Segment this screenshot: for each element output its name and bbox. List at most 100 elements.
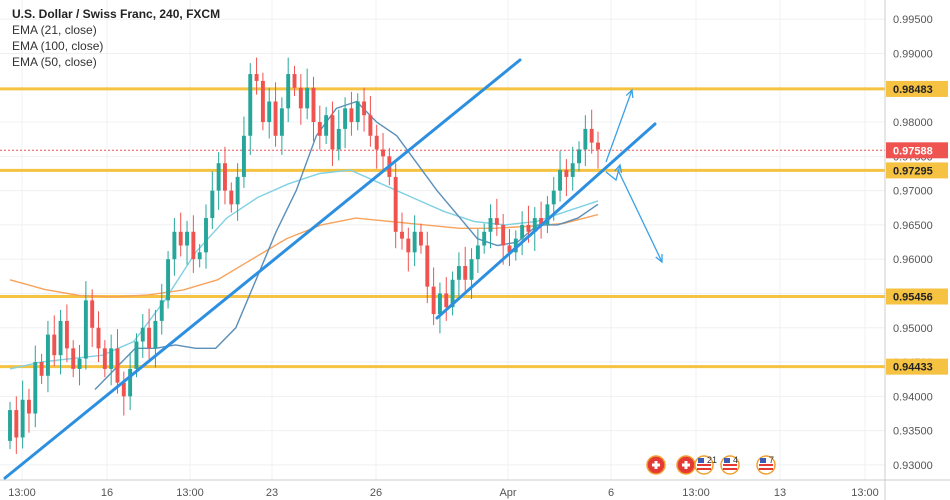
candle-body xyxy=(64,320,69,349)
time-axis[interactable]: 13:00 16 13:00 23 26 Apr 6 13:00 13 13:00 xyxy=(0,479,950,499)
candle-body xyxy=(109,348,114,369)
candle-body xyxy=(39,362,44,376)
candle-body xyxy=(14,410,19,438)
candle-body xyxy=(368,115,373,136)
chart-legend: U.S. Dollar / Swiss Franc, 240, FXCM EMA… xyxy=(12,6,220,70)
level-tag xyxy=(886,162,948,179)
candle-body xyxy=(90,300,95,328)
candle-body xyxy=(197,252,202,260)
us-flag-icon[interactable]: 21 xyxy=(694,455,717,475)
candle-body xyxy=(583,128,588,150)
candle-body xyxy=(400,231,404,239)
candle-body xyxy=(539,218,544,225)
candle-body xyxy=(260,80,265,123)
candle-body xyxy=(412,231,417,253)
candle-body xyxy=(8,410,12,441)
candle-body xyxy=(349,108,354,123)
price-tick-label: 0.94000 xyxy=(893,391,933,403)
level-tag-label: 0.97295 xyxy=(893,165,933,177)
horizontal-levels[interactable] xyxy=(0,87,885,369)
candle-body xyxy=(20,399,25,438)
swiss-flag-icon[interactable] xyxy=(646,455,666,475)
candle-body xyxy=(494,218,499,225)
candle-body xyxy=(305,87,310,109)
grid xyxy=(0,0,885,480)
flag-stripe xyxy=(759,468,773,470)
candle-body xyxy=(570,163,575,177)
time-tick-label: 13:00 xyxy=(8,487,36,499)
time-tick-label: 26 xyxy=(370,487,382,499)
candle-body xyxy=(134,341,139,369)
price-tick-label: 0.99500 xyxy=(893,14,933,26)
event-markers[interactable]: 21 4 7 xyxy=(646,455,776,475)
flag-stripe xyxy=(697,464,711,466)
flag-canton xyxy=(698,458,704,463)
flag-cross-v xyxy=(654,461,658,469)
chart-title: U.S. Dollar / Swiss Franc, 240, FXCM xyxy=(12,7,221,21)
candle-body xyxy=(292,74,297,88)
candle-body xyxy=(241,135,246,177)
candle-body xyxy=(330,115,335,150)
candle-body xyxy=(532,218,537,232)
legend-ema21: EMA (21, close) xyxy=(12,23,97,37)
candle-body xyxy=(27,399,31,414)
level-tag xyxy=(886,358,948,375)
price-axis[interactable]: 0.995000.990000.980000.975000.970000.965… xyxy=(884,0,948,500)
ema50-line xyxy=(9,213,599,298)
candle-body xyxy=(178,231,183,246)
flag-stripe xyxy=(759,464,773,466)
price-tick-label: 0.98000 xyxy=(893,117,933,129)
level-tag-label: 0.94433 xyxy=(893,362,933,374)
candle-body xyxy=(450,279,455,308)
legend-ema100: EMA (100, close) xyxy=(12,39,104,53)
candle-body xyxy=(172,231,177,260)
candle-body xyxy=(488,218,493,232)
price-tick-label: 0.93500 xyxy=(893,426,933,438)
flag-stripe xyxy=(723,464,737,466)
flag-canton xyxy=(724,458,730,463)
candle-body xyxy=(273,101,278,136)
time-tick-label: Apr xyxy=(499,487,516,499)
candle-body xyxy=(381,149,385,157)
candle-body xyxy=(482,231,487,246)
candle-body xyxy=(77,358,82,369)
trendlines[interactable] xyxy=(3,58,657,480)
candle-body xyxy=(223,163,227,191)
trendline-major xyxy=(3,58,522,480)
flag-canton xyxy=(760,458,766,463)
us-flag-icon[interactable]: 4 xyxy=(720,455,740,475)
swiss-flag-icon[interactable] xyxy=(676,455,696,475)
candle-body xyxy=(216,163,221,191)
candle-body xyxy=(577,149,581,164)
candle-body xyxy=(425,245,430,287)
candle-body xyxy=(71,348,76,369)
candle-body xyxy=(336,128,341,150)
time-tick-label: 13:00 xyxy=(851,487,879,499)
candle-body xyxy=(589,128,594,143)
candle-body xyxy=(140,327,145,342)
current-price-label: 0.97588 xyxy=(893,145,933,157)
candle-body xyxy=(456,266,461,280)
candle-body xyxy=(128,368,133,397)
candle-body xyxy=(121,382,126,397)
candle-body xyxy=(159,300,164,321)
candle-body xyxy=(83,300,88,359)
candle-body xyxy=(267,101,272,123)
candle-body xyxy=(96,327,101,349)
trendline-minor xyxy=(435,122,657,320)
candle-body xyxy=(355,101,360,123)
candle-body xyxy=(298,87,303,109)
candle-body xyxy=(513,238,518,253)
projection-arrows[interactable] xyxy=(605,88,663,264)
us-flag-icon[interactable]: 7 xyxy=(756,455,776,475)
candle-body xyxy=(551,190,556,205)
candle-body xyxy=(469,259,474,280)
arrow-up xyxy=(605,89,633,163)
candle-body xyxy=(191,231,196,260)
candle-body xyxy=(393,176,398,232)
arrow-down-head xyxy=(655,253,663,264)
time-tick-label: 13:00 xyxy=(682,487,710,499)
candle-body xyxy=(248,74,253,136)
candle-body xyxy=(596,142,600,150)
